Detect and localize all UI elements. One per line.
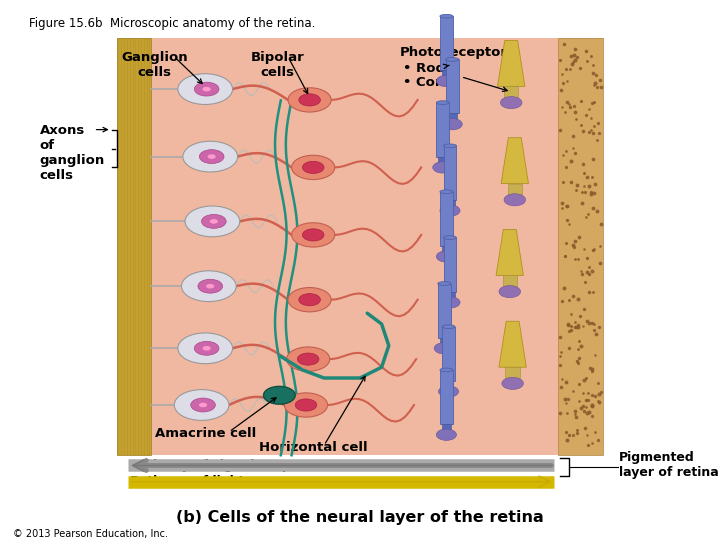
Text: Figure 15.6b  Microscopic anatomy of the retina.: Figure 15.6b Microscopic anatomy of the …	[29, 17, 315, 30]
Ellipse shape	[207, 154, 216, 159]
Text: Bipolar
cells: Bipolar cells	[251, 51, 304, 79]
Ellipse shape	[178, 74, 233, 105]
Ellipse shape	[292, 156, 335, 179]
Polygon shape	[508, 184, 522, 194]
Ellipse shape	[198, 279, 222, 293]
Ellipse shape	[442, 118, 462, 130]
Ellipse shape	[183, 141, 238, 172]
Polygon shape	[442, 327, 455, 381]
Ellipse shape	[446, 58, 459, 61]
Ellipse shape	[302, 229, 324, 241]
Text: Amacrine cell: Amacrine cell	[155, 427, 256, 440]
Text: Axons
of
ganglion
cells: Axons of ganglion cells	[40, 124, 105, 182]
Ellipse shape	[181, 271, 236, 301]
Polygon shape	[504, 86, 518, 97]
Ellipse shape	[185, 206, 240, 237]
Polygon shape	[444, 381, 453, 394]
Ellipse shape	[206, 284, 215, 288]
Polygon shape	[503, 275, 517, 286]
Ellipse shape	[440, 297, 460, 308]
Ellipse shape	[299, 94, 320, 106]
Text: Horizontal cell: Horizontal cell	[259, 441, 368, 454]
Polygon shape	[117, 38, 603, 455]
Ellipse shape	[292, 223, 335, 247]
Polygon shape	[440, 16, 453, 70]
Polygon shape	[448, 113, 456, 127]
Ellipse shape	[295, 399, 317, 411]
Text: (b) Cells of the neural layer of the retina: (b) Cells of the neural layer of the ret…	[176, 510, 544, 525]
Ellipse shape	[199, 403, 207, 407]
Polygon shape	[558, 38, 603, 455]
Polygon shape	[499, 321, 526, 367]
Polygon shape	[442, 424, 451, 437]
Ellipse shape	[436, 251, 456, 262]
Ellipse shape	[199, 150, 224, 164]
Ellipse shape	[436, 101, 449, 104]
Polygon shape	[438, 284, 451, 338]
Ellipse shape	[299, 294, 320, 306]
Ellipse shape	[440, 190, 453, 193]
Text: • Cone: • Cone	[403, 76, 454, 89]
Polygon shape	[444, 146, 456, 200]
Ellipse shape	[504, 194, 526, 206]
Ellipse shape	[202, 87, 211, 91]
Polygon shape	[440, 338, 449, 351]
Text: © 2013 Pearson Education, Inc.: © 2013 Pearson Education, Inc.	[13, 529, 168, 538]
Ellipse shape	[194, 82, 219, 96]
Ellipse shape	[499, 286, 521, 298]
Polygon shape	[117, 38, 151, 455]
Polygon shape	[438, 157, 447, 170]
Polygon shape	[505, 367, 520, 378]
Text: Pathway of light: Pathway of light	[130, 475, 244, 488]
Text: Pathway of signal output: Pathway of signal output	[130, 459, 305, 472]
Polygon shape	[446, 59, 459, 113]
Ellipse shape	[434, 342, 454, 354]
Polygon shape	[440, 192, 453, 246]
Ellipse shape	[440, 15, 453, 18]
Ellipse shape	[178, 333, 233, 364]
Polygon shape	[436, 103, 449, 157]
Ellipse shape	[440, 368, 453, 372]
Ellipse shape	[297, 353, 319, 365]
Ellipse shape	[302, 161, 324, 173]
Ellipse shape	[438, 386, 459, 397]
Text: Pigmented
layer of retina: Pigmented layer of retina	[619, 451, 719, 480]
Polygon shape	[496, 230, 523, 275]
Ellipse shape	[202, 346, 211, 350]
Ellipse shape	[444, 144, 456, 147]
Ellipse shape	[288, 287, 331, 312]
Polygon shape	[442, 246, 451, 259]
Polygon shape	[501, 138, 528, 184]
Polygon shape	[498, 40, 525, 86]
Ellipse shape	[284, 393, 328, 417]
Ellipse shape	[288, 88, 331, 112]
Ellipse shape	[442, 325, 455, 328]
Polygon shape	[444, 238, 456, 292]
Ellipse shape	[202, 214, 226, 228]
Ellipse shape	[502, 377, 523, 389]
Text: Ganglion
cells: Ganglion cells	[122, 51, 188, 79]
Ellipse shape	[210, 219, 218, 224]
Polygon shape	[440, 370, 453, 424]
Ellipse shape	[433, 162, 453, 173]
Ellipse shape	[174, 390, 229, 420]
Ellipse shape	[438, 282, 451, 285]
Text: • Rod: • Rod	[403, 62, 445, 75]
Polygon shape	[446, 292, 454, 305]
Text: Photoreceptors: Photoreceptors	[400, 46, 516, 59]
Ellipse shape	[264, 387, 295, 404]
Ellipse shape	[287, 347, 330, 372]
Ellipse shape	[440, 205, 460, 217]
Polygon shape	[442, 70, 451, 84]
Ellipse shape	[436, 75, 456, 87]
Polygon shape	[446, 200, 454, 213]
Ellipse shape	[500, 97, 522, 109]
Ellipse shape	[191, 398, 215, 412]
Ellipse shape	[436, 429, 456, 441]
Ellipse shape	[194, 341, 219, 355]
Ellipse shape	[444, 236, 456, 239]
